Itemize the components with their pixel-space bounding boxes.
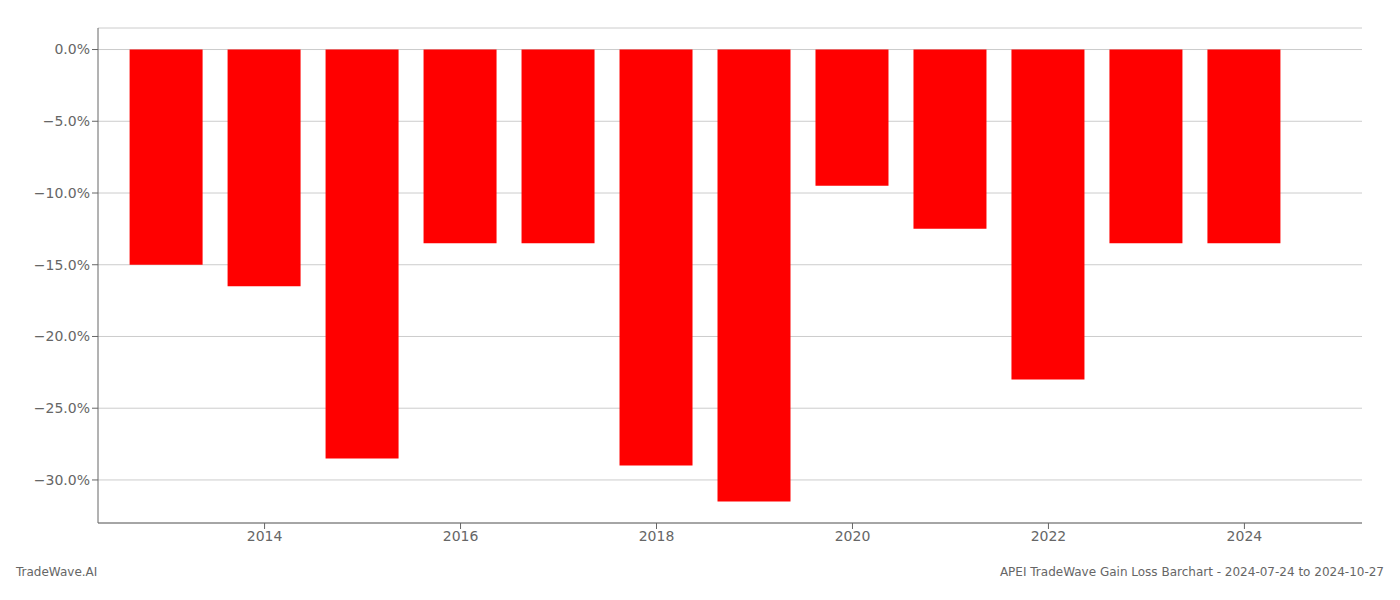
svg-text:2022: 2022 — [1031, 528, 1067, 544]
svg-text:2014: 2014 — [247, 528, 283, 544]
svg-text:2018: 2018 — [639, 528, 675, 544]
svg-text:−15.0%: −15.0% — [34, 257, 90, 273]
svg-text:2024: 2024 — [1227, 528, 1263, 544]
svg-text:−10.0%: −10.0% — [34, 185, 90, 201]
svg-text:2016: 2016 — [443, 528, 479, 544]
svg-text:−20.0%: −20.0% — [34, 328, 90, 344]
svg-text:−5.0%: −5.0% — [43, 113, 90, 129]
svg-text:2020: 2020 — [835, 528, 871, 544]
svg-text:0.0%: 0.0% — [54, 41, 90, 57]
html-text:TradeWave.AI: TradeWave.AI — [16, 565, 98, 579]
svg-text:−25.0%: −25.0% — [34, 400, 90, 416]
html-text:APEI TradeWave Gain Loss Barch: APEI TradeWave Gain Loss Barchart - 2024… — [999, 565, 1384, 579]
svg-text:−30.0%: −30.0% — [34, 472, 90, 488]
